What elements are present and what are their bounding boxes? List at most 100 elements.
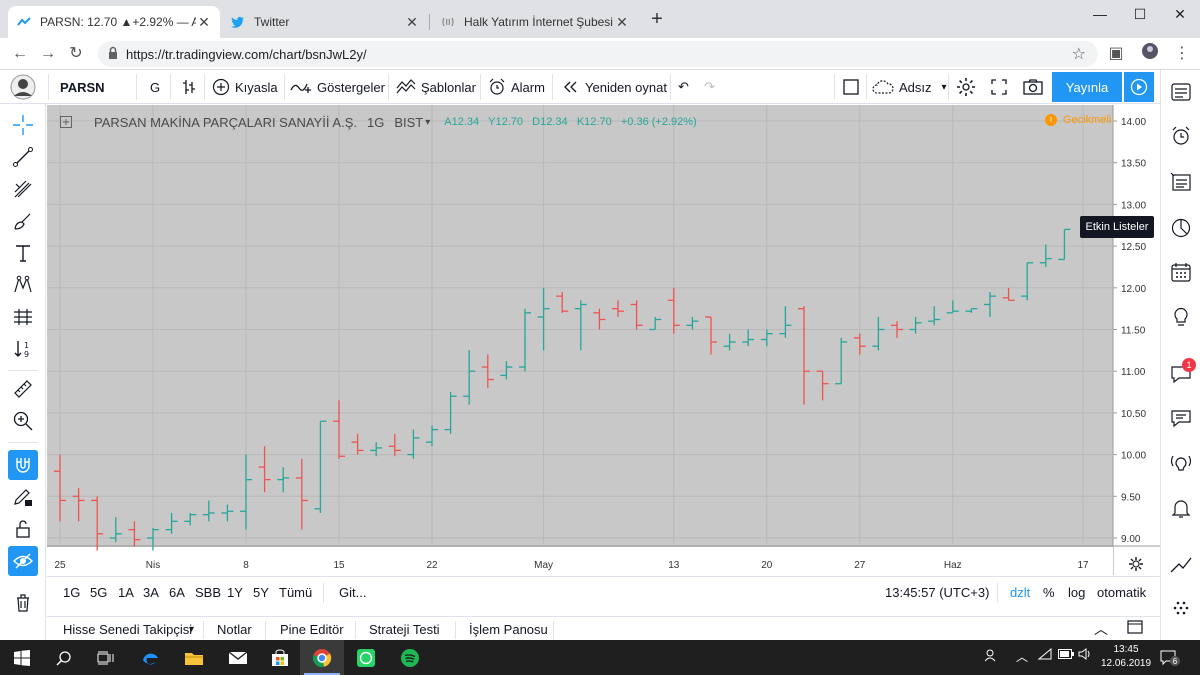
redo-button[interactable]: ↷ <box>704 79 715 94</box>
close-icon[interactable]: ✕ <box>198 13 210 30</box>
task-view-icon[interactable] <box>84 640 128 675</box>
tab-stock-screener[interactable]: Hisse Senedi Takipçisi <box>63 622 193 637</box>
tab-strategy-tester[interactable]: Strateji Testi <box>369 622 440 637</box>
pattern-tool[interactable] <box>8 270 38 300</box>
close-window-button[interactable]: ✕ <box>1174 6 1186 22</box>
minimize-button[interactable]: — <box>1093 6 1107 22</box>
goto-date-button[interactable]: Git... <box>339 585 367 600</box>
symbol-search-button[interactable]: PARSN <box>60 70 105 104</box>
log-toggle[interactable]: log <box>1068 585 1086 600</box>
magnet-mode-toggle[interactable] <box>8 450 38 480</box>
range-6a[interactable]: 6A <box>169 585 185 600</box>
percent-toggle[interactable]: % <box>1043 585 1055 600</box>
ideas-button[interactable] <box>1167 302 1195 330</box>
symbol-name[interactable]: PARSAN MAKİNA PARÇALARI SANAYİİ A.Ş. <box>94 114 357 130</box>
user-avatar[interactable] <box>10 70 41 104</box>
settings-button[interactable] <box>956 70 981 104</box>
delete-drawings-tool[interactable] <box>8 588 38 618</box>
fullscreen-button[interactable] <box>990 70 1013 104</box>
ruler-tool[interactable] <box>8 374 38 404</box>
crosshair-tool[interactable] <box>8 110 38 140</box>
forward-button[interactable]: → <box>40 45 56 62</box>
spotify-icon[interactable] <box>388 640 432 675</box>
back-button[interactable]: ← <box>12 45 28 62</box>
data-window-button[interactable] <box>1167 168 1195 196</box>
profile-avatar[interactable] <box>1138 42 1162 66</box>
lock-all-tool[interactable] <box>8 514 38 544</box>
auto-scale-toggle[interactable]: otomatik <box>1097 585 1147 600</box>
file-explorer-icon[interactable] <box>172 640 216 675</box>
tab-notes[interactable]: Notlar <box>217 622 252 637</box>
indicators-button[interactable]: Göstergeler <box>290 70 385 104</box>
fib-tool[interactable] <box>8 174 38 204</box>
trading-panel-button[interactable] <box>1167 550 1195 578</box>
publish-button[interactable]: Yayınla <box>1052 72 1122 102</box>
replay-button[interactable]: Yeniden oynat <box>562 70 667 104</box>
range-5y[interactable]: 5Y <box>253 585 269 600</box>
close-icon[interactable]: ✕ <box>616 13 628 30</box>
range-3a[interactable]: 3A <box>143 585 159 600</box>
mail-icon[interactable] <box>216 640 260 675</box>
taskbar-clock[interactable]: 13:45 12.06.2019 <box>1100 643 1152 671</box>
notifications-stream-button[interactable] <box>1167 448 1195 476</box>
menu-dots-icon[interactable]: ⋮ <box>1174 45 1190 62</box>
range-1g[interactable]: 1G <box>63 585 81 600</box>
lock-drawing-tool[interactable] <box>8 482 38 512</box>
collapse-legend-icon[interactable] <box>60 116 72 128</box>
prediction-tool[interactable] <box>8 302 38 332</box>
maximize-button[interactable]: ☐ <box>1133 6 1147 22</box>
zoom-tool[interactable] <box>8 406 38 436</box>
layout-menu-button[interactable]: Adsız ▾ <box>872 70 947 104</box>
more-options-button[interactable] <box>1167 594 1195 622</box>
maximize-panel-icon[interactable] <box>1127 620 1143 637</box>
browser-tab-halk[interactable]: Halk Yatırım İnternet Şubesi ✕ <box>432 6 638 38</box>
whatsapp-icon[interactable] <box>344 640 388 675</box>
tab-pine-editor[interactable]: Pine Editör <box>280 622 344 637</box>
interval-button[interactable]: G <box>150 70 160 104</box>
range-1a[interactable]: 1A <box>118 585 134 600</box>
notifications-button[interactable] <box>1167 494 1195 522</box>
chevron-up-icon[interactable]: ︿ <box>1016 650 1029 664</box>
watchlist-button[interactable] <box>1167 78 1195 106</box>
chrome-icon[interactable] <box>300 640 344 675</box>
new-tab-button[interactable]: + <box>651 8 663 30</box>
price-chart[interactable]: 9.00 9.50 10.00 10.50 11.00 11.50 12.00 12.50 13… <box>47 105 1160 575</box>
text-tool[interactable] <box>8 238 38 268</box>
chevron-down-icon[interactable]: ▾ <box>189 624 195 635</box>
trend-line-tool[interactable] <box>8 142 38 172</box>
alerts-button[interactable] <box>1167 122 1195 150</box>
windows-start-icon[interactable] <box>0 640 44 675</box>
url-input[interactable]: https://tr.tradingview.com/chart/bsnJwL2… <box>98 41 1098 67</box>
browser-tab-twitter[interactable]: Twitter ✕ <box>222 6 428 38</box>
tab-trading-panel[interactable]: İşlem Panosu <box>469 622 548 637</box>
battery-icon[interactable] <box>1058 648 1074 662</box>
people-icon[interactable] <box>984 648 999 665</box>
hotlists-button[interactable] <box>1167 214 1195 242</box>
range-sbb[interactable]: SBB <box>195 585 222 600</box>
range-1y[interactable]: 1Y <box>227 585 243 600</box>
hide-drawings-toggle[interactable] <box>8 546 38 576</box>
chart-type-button[interactable] <box>180 70 203 104</box>
store-icon[interactable] <box>258 640 302 675</box>
network-icon[interactable] <box>1037 647 1052 663</box>
alarm-button[interactable]: Alarm <box>488 70 545 104</box>
play-button[interactable] <box>1124 72 1154 102</box>
undo-button[interactable]: ↶ <box>678 79 689 94</box>
reload-button[interactable]: ↻ <box>69 45 83 62</box>
chart-settings-gear-icon[interactable] <box>1129 557 1143 571</box>
search-icon[interactable] <box>42 640 86 675</box>
templates-button[interactable]: Şablonlar <box>396 70 476 104</box>
chevron-up-icon[interactable]: ︿ <box>1094 621 1108 637</box>
range-all[interactable]: Tümü <box>279 585 313 600</box>
fullscreen-select-button[interactable] <box>842 70 865 104</box>
compare-button[interactable]: Kıyasla <box>212 70 278 104</box>
brush-tool[interactable] <box>8 206 38 236</box>
calendar-button[interactable] <box>1167 258 1195 286</box>
streams-button[interactable] <box>1167 404 1195 432</box>
browser-tab-tradingview[interactable]: PARSN: 12.70 ▲+2.92% — Adsız ✕ <box>8 6 220 38</box>
edge-browser-icon[interactable] <box>128 640 172 675</box>
snapshot-button[interactable] <box>1022 70 1049 104</box>
action-center-icon[interactable]: 6 <box>1160 650 1180 669</box>
clock-timezone[interactable]: 13:45:57 (UTC+3) <box>885 585 990 600</box>
